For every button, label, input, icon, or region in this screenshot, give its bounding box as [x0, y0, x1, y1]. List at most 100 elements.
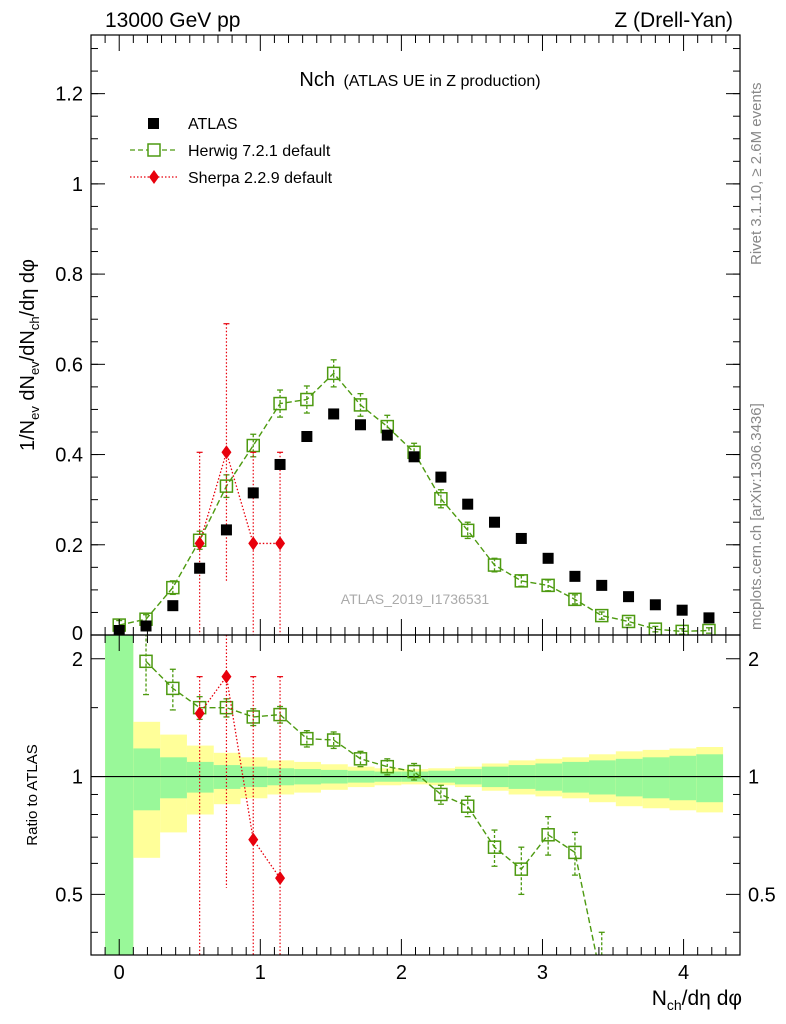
main-sherpa-line — [199, 449, 281, 545]
atlas-data-point — [328, 408, 340, 420]
ratio-band-inner — [669, 755, 697, 801]
ratio-band-inner — [696, 754, 724, 803]
main-herwig-point — [434, 492, 448, 506]
ratio-sherpa-point — [275, 871, 286, 886]
main-herwig-point — [648, 622, 663, 635]
ratio-herwig-point — [380, 759, 395, 774]
main-herwig-point — [326, 366, 341, 381]
ratio-herwig-point — [596, 975, 608, 987]
main-herwig-point — [273, 396, 287, 411]
ratio-ytick-label: 2 — [72, 649, 83, 671]
atlas-data-point — [301, 431, 313, 443]
main-ytick-label: 0.6 — [55, 354, 83, 376]
main-ytick-label: 1.2 — [55, 84, 83, 106]
ratio-band-inner — [562, 761, 590, 793]
ratio-band-inner — [186, 761, 214, 793]
main-sherpa-point — [221, 445, 232, 460]
ratio-ytick-label-right: 0.5 — [748, 884, 776, 906]
plot-title: Nch (ATLAS UE in Z production) — [299, 69, 540, 91]
atlas-data-point — [381, 429, 393, 441]
main-herwig-point — [594, 608, 609, 623]
atlas-data-point — [489, 516, 501, 528]
axis-ticks: 0.2 0.4 0.6 0.8 1 1.2 0 0 1 2 3 4 0.5 0.5 1 1 2 2 — [55, 35, 776, 984]
main-panel-data — [112, 323, 716, 635]
atlas-data-point — [194, 562, 206, 574]
ratio-herwig-point — [300, 731, 314, 746]
legend-atlas-marker — [148, 118, 159, 129]
ratio-ytick-label-right: 2 — [748, 649, 759, 671]
rivet-label: Rivet 3.1.10, ≥ 2.6M events — [748, 83, 765, 266]
atlas-data-point — [408, 451, 420, 463]
ratio-band-inner — [615, 758, 643, 797]
main-sherpa-point — [275, 536, 286, 551]
ratio-ytick-label: 0.5 — [55, 884, 83, 906]
legend-atlas-label: ATLAS — [188, 116, 238, 133]
main-herwig-point — [300, 392, 314, 407]
atlas-data-point — [462, 498, 474, 510]
ratio-panel-data — [139, 635, 608, 987]
atlas-data-point — [623, 591, 635, 603]
ratio-ylabel: Ratio to ATLAS — [24, 744, 41, 845]
main-herwig-point — [568, 592, 582, 607]
atlas-data-point — [649, 599, 661, 611]
legend: ATLAS Herwig 7.2.1 default Sherpa 2.2.9 … — [130, 116, 333, 187]
ratio-band-inner — [642, 757, 670, 799]
atlas-data-point — [676, 604, 688, 616]
atlas-data-point — [435, 471, 447, 483]
atlas-data-point — [274, 458, 286, 470]
ratio-herwig-point — [541, 828, 555, 842]
ratio-band-inner — [105, 635, 134, 955]
ratio-herwig-point — [353, 752, 368, 766]
analysis-watermark: ATLAS_2019_I1736531 — [341, 591, 490, 607]
ratio-ytick-label: 1 — [72, 767, 83, 789]
main-herwig-point — [460, 523, 475, 538]
main-ytick-label: 1 — [72, 174, 83, 196]
ratio-herwig-point — [139, 654, 153, 669]
ratio-band-inner — [160, 757, 187, 799]
main-sherpa-point — [194, 536, 205, 551]
ratio-ytick-label-right: 1 — [748, 767, 759, 789]
ratio-herwig-line — [145, 660, 597, 955]
atlas-data-point — [515, 532, 527, 544]
ratio-sherpa-point — [194, 706, 205, 721]
main-ylabel: 1/Nev dNev/dNch/dη dφ — [17, 259, 42, 451]
ratio-herwig-point — [326, 733, 341, 747]
main-herwig-point — [166, 580, 180, 595]
atlas-data-point — [569, 570, 581, 582]
main-herwig-point — [621, 614, 636, 629]
main-ytick-label: 0.4 — [55, 445, 83, 467]
atlas-data-point — [596, 579, 608, 591]
atlas-data-point — [220, 524, 232, 536]
ratio-herwig-point — [166, 681, 180, 696]
main-herwig-point — [246, 438, 260, 453]
header-right: Z (Drell-Yan) — [614, 9, 733, 32]
legend-sherpa-marker — [149, 170, 159, 184]
main-ytick-label-zero: 0 — [72, 623, 83, 645]
header-left: 13000 GeV pp — [105, 9, 240, 32]
main-ytick-label: 0.2 — [55, 535, 83, 557]
main-sherpa-point — [248, 536, 259, 551]
main-herwig-point — [702, 623, 716, 635]
ratio-herwig-point — [487, 840, 502, 854]
main-herwig-point — [675, 624, 689, 635]
x-tick-label: 3 — [537, 962, 548, 984]
atlas-data-point — [354, 419, 366, 431]
x-tick-label: 0 — [114, 962, 125, 984]
ratio-band-inner — [589, 760, 616, 795]
main-herwig-point — [487, 558, 502, 572]
legend-herwig-marker — [147, 143, 161, 157]
main-ytick-label: 0.8 — [55, 264, 83, 286]
atlas-data-point — [247, 487, 259, 499]
main-herwig-point — [514, 574, 529, 588]
ratio-herwig-point — [407, 764, 421, 779]
ratio-herwig-point — [514, 862, 529, 876]
x-tick-label: 2 — [396, 962, 407, 984]
ratio-sherpa-point — [221, 669, 232, 684]
ratio-sherpa-point — [248, 832, 259, 847]
mcplots-label: mcplots.cern.ch [arXiv:1306.3436] — [748, 403, 765, 630]
main-herwig-point — [353, 398, 368, 412]
atlas-data-point — [140, 620, 152, 632]
atlas-data-point — [167, 600, 179, 612]
x-axis-label: Nch/dη dφ — [652, 987, 742, 1013]
